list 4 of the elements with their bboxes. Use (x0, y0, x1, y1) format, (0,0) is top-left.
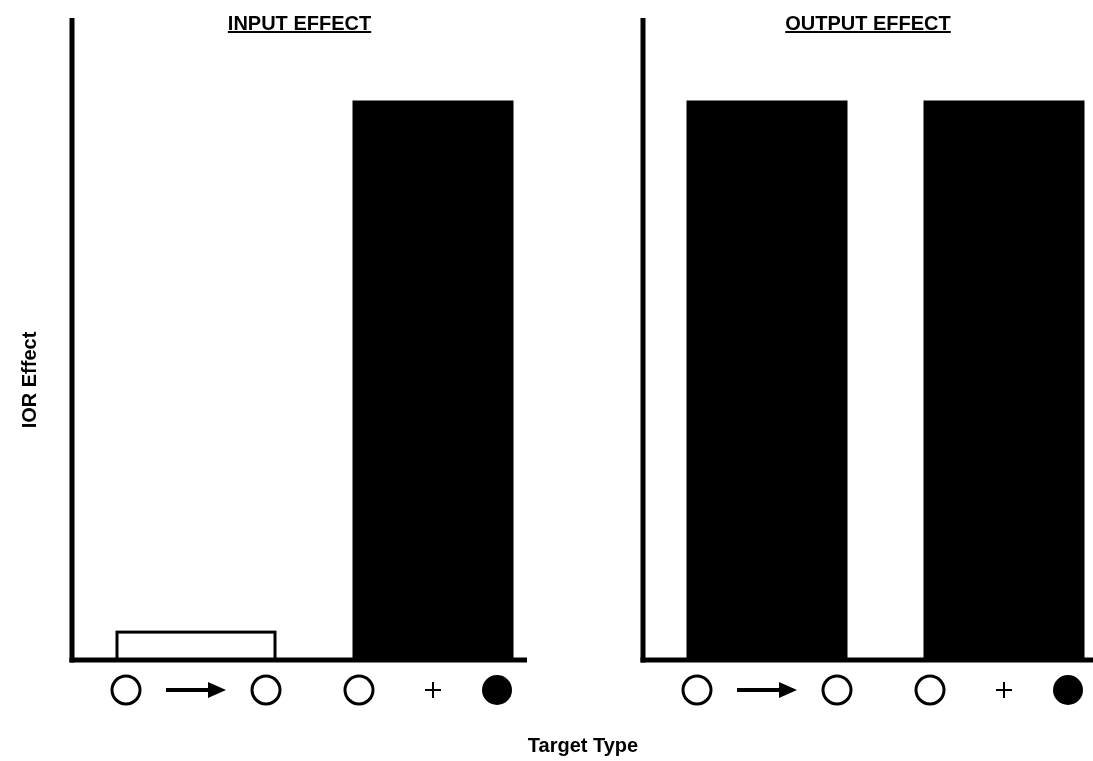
y-axis-title: IOR Effect (18, 331, 40, 429)
chart-title: INPUT EFFECT (227, 12, 372, 34)
x-axis-title: Target Type (527, 734, 639, 756)
chart-title: OUTPUT EFFECT (785, 12, 951, 34)
